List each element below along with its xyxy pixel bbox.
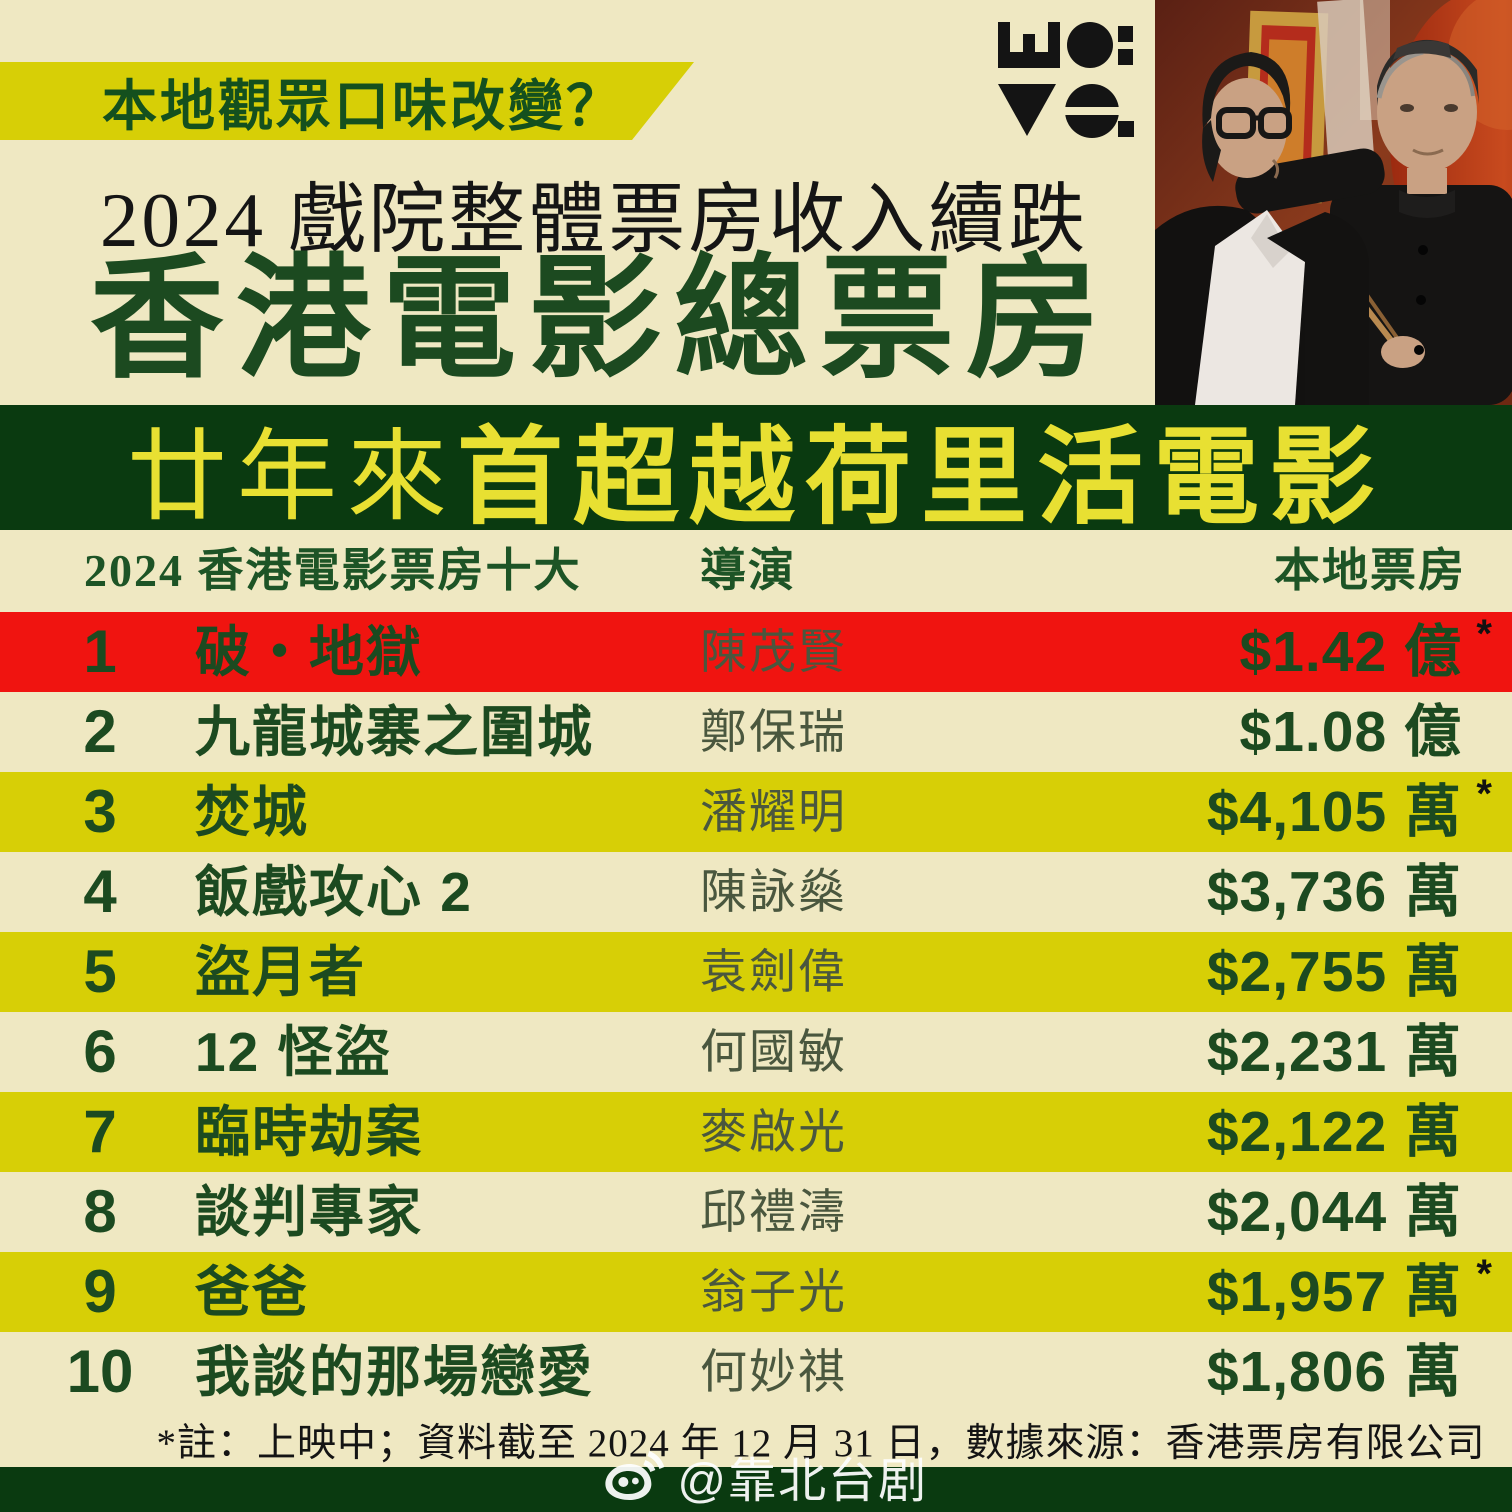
rank-cell: 6 [83,1018,117,1085]
table-header: 2024 香港電影票房十大 導演 本地票房 [0,530,1512,612]
gross-cell: $2,122 萬 [1206,1100,1462,1164]
subtitle-text: 2024 戲院整體票房收入續跌 [100,177,1089,263]
headline-bold-text: 首超越荷里活電影 [457,418,1385,537]
director-cell: 陳詠燊 [700,865,847,918]
rank-cell: 7 [83,1098,117,1165]
director-cell: 翁子光 [700,1265,847,1318]
rank-cell: 5 [83,938,117,1005]
tagline-text: 本地觀眾口味改變？ [102,76,625,137]
director-cell: 邱禮濤 [700,1185,847,1238]
movie-title-cell: 九龍城寨之圍城 [195,701,595,763]
rank-cell: 1 [83,618,117,685]
table-row: 4 飯戲攻心 2 陳詠燊 $3,736 萬 [0,852,1512,932]
ranking-table: 1 破・地獄 陳茂賢 $1.42 億 * 2 九龍城寨之圍城 鄭保瑞 $1.08 … [0,612,1512,1412]
table-row: 7 臨時劫案 麥啟光 $2,122 萬 [0,1092,1512,1172]
director-cell: 鄭保瑞 [700,705,847,758]
table-row: 1 破・地獄 陳茂賢 $1.42 億 * [0,612,1512,692]
movie-title-cell: 盜月者 [195,941,367,1003]
asterisk-flag: * [1476,612,1492,656]
gross-cell: $2,231 萬 [1206,1020,1462,1084]
movie-title-cell: 飯戲攻心 2 [195,861,473,923]
movie-still [1155,0,1512,405]
asterisk-flag: * [1476,1252,1492,1296]
wave-logo [998,22,1134,140]
wave-logo-icon [998,22,1134,138]
headline-light-text: 廿年來 [127,421,457,533]
director-cell: 陳茂賢 [700,625,847,678]
rank-cell: 3 [83,778,117,845]
gross-cell: $3,736 萬 [1206,860,1462,924]
movie-title-cell: 焚城 [195,781,310,843]
column-header-rank-title: 2024 香港電影票房十大 [84,545,582,596]
movie-title-cell: 我談的那場戀愛 [195,1341,595,1403]
rank-cell: 4 [83,858,117,925]
gross-cell: $2,755 萬 [1206,940,1462,1004]
movie-still-illustration [1155,0,1512,405]
director-cell: 潘耀明 [700,785,847,838]
page-title: 香港電影總票房 [90,245,1113,394]
movie-title-cell: 破・地獄 [195,621,424,683]
weibo-icon [605,1451,665,1500]
rank-cell: 2 [83,698,117,765]
bottom-bar [0,1467,1512,1512]
table-row: 8 談判專家 邱禮濤 $2,044 萬 [0,1172,1512,1252]
column-header-gross: 本地票房 [1274,545,1466,596]
movie-title-cell: 12 怪盜 [195,1021,392,1083]
director-cell: 麥啟光 [700,1105,847,1158]
movie-title-cell: 臨時劫案 [195,1101,424,1163]
gross-cell: $4,105 萬 * [1206,772,1492,844]
table-row: 10 我談的那場戀愛 何妙祺 $1,806 萬 [0,1332,1512,1412]
column-header-director: 導演 [700,545,796,596]
table-row: 3 焚城 潘耀明 $4,105 萬 * [0,772,1512,852]
movie-title-cell: 爸爸 [195,1261,310,1323]
director-cell: 袁劍偉 [700,945,847,998]
table-row: 2 九龍城寨之圍城 鄭保瑞 $1.08 億 [0,692,1512,772]
director-cell: 何妙祺 [700,1345,847,1398]
watermark-text: @靠北台剧 [677,1455,929,1508]
hero-section: 本地觀眾口味改變？ 2024 戲院整體票房收入續跌 香港電影總票房 [0,0,1512,405]
headline-banner: 廿年來 首超越荷里活電影 [0,405,1512,537]
gross-cell: $1.08 億 [1239,700,1462,764]
gross-cell: $1,806 萬 [1206,1340,1462,1404]
table-row: 5 盜月者 袁劍偉 $2,755 萬 [0,932,1512,1012]
watermark: @靠北台剧 [603,1441,928,1511]
rank-cell: 10 [66,1338,134,1405]
table-row: 9 爸爸 翁子光 $1,957 萬 * [0,1252,1512,1332]
asterisk-flag: * [1476,772,1492,816]
gross-cell: $1,957 萬 * [1206,1252,1492,1324]
gross-cell: $2,044 萬 [1206,1180,1462,1244]
director-cell: 何國敏 [700,1025,847,1078]
table-row: 6 12 怪盜 何國敏 $2,231 萬 [0,1012,1512,1092]
movie-title-cell: 談判專家 [195,1181,424,1243]
footnote-text: *註：上映中；資料截至 2024 年 12 月 31 日，數據來源：香港票房有限… [156,1421,1486,1465]
gross-cell: $1.42 億 * [1239,612,1492,684]
rank-cell: 8 [83,1178,117,1245]
rank-cell: 9 [83,1258,117,1325]
tagline-banner: 本地觀眾口味改變？ [0,62,694,140]
